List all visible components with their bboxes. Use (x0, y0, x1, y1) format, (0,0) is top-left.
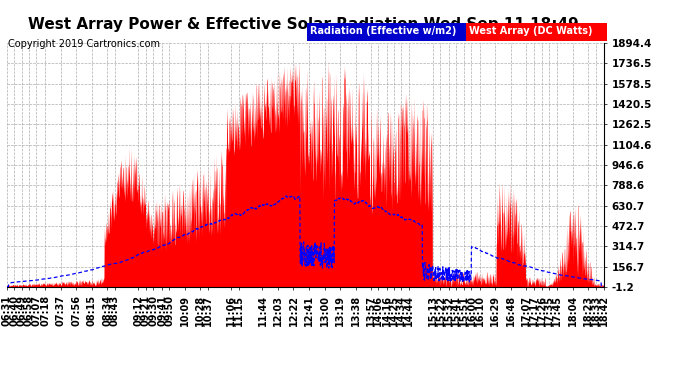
Text: West Array Power & Effective Solar Radiation Wed Sep 11 18:49: West Array Power & Effective Solar Radia… (28, 17, 579, 32)
Text: Radiation (Effective w/m2): Radiation (Effective w/m2) (310, 27, 456, 36)
Text: West Array (DC Watts): West Array (DC Watts) (469, 27, 592, 36)
Text: Copyright 2019 Cartronics.com: Copyright 2019 Cartronics.com (8, 39, 160, 50)
